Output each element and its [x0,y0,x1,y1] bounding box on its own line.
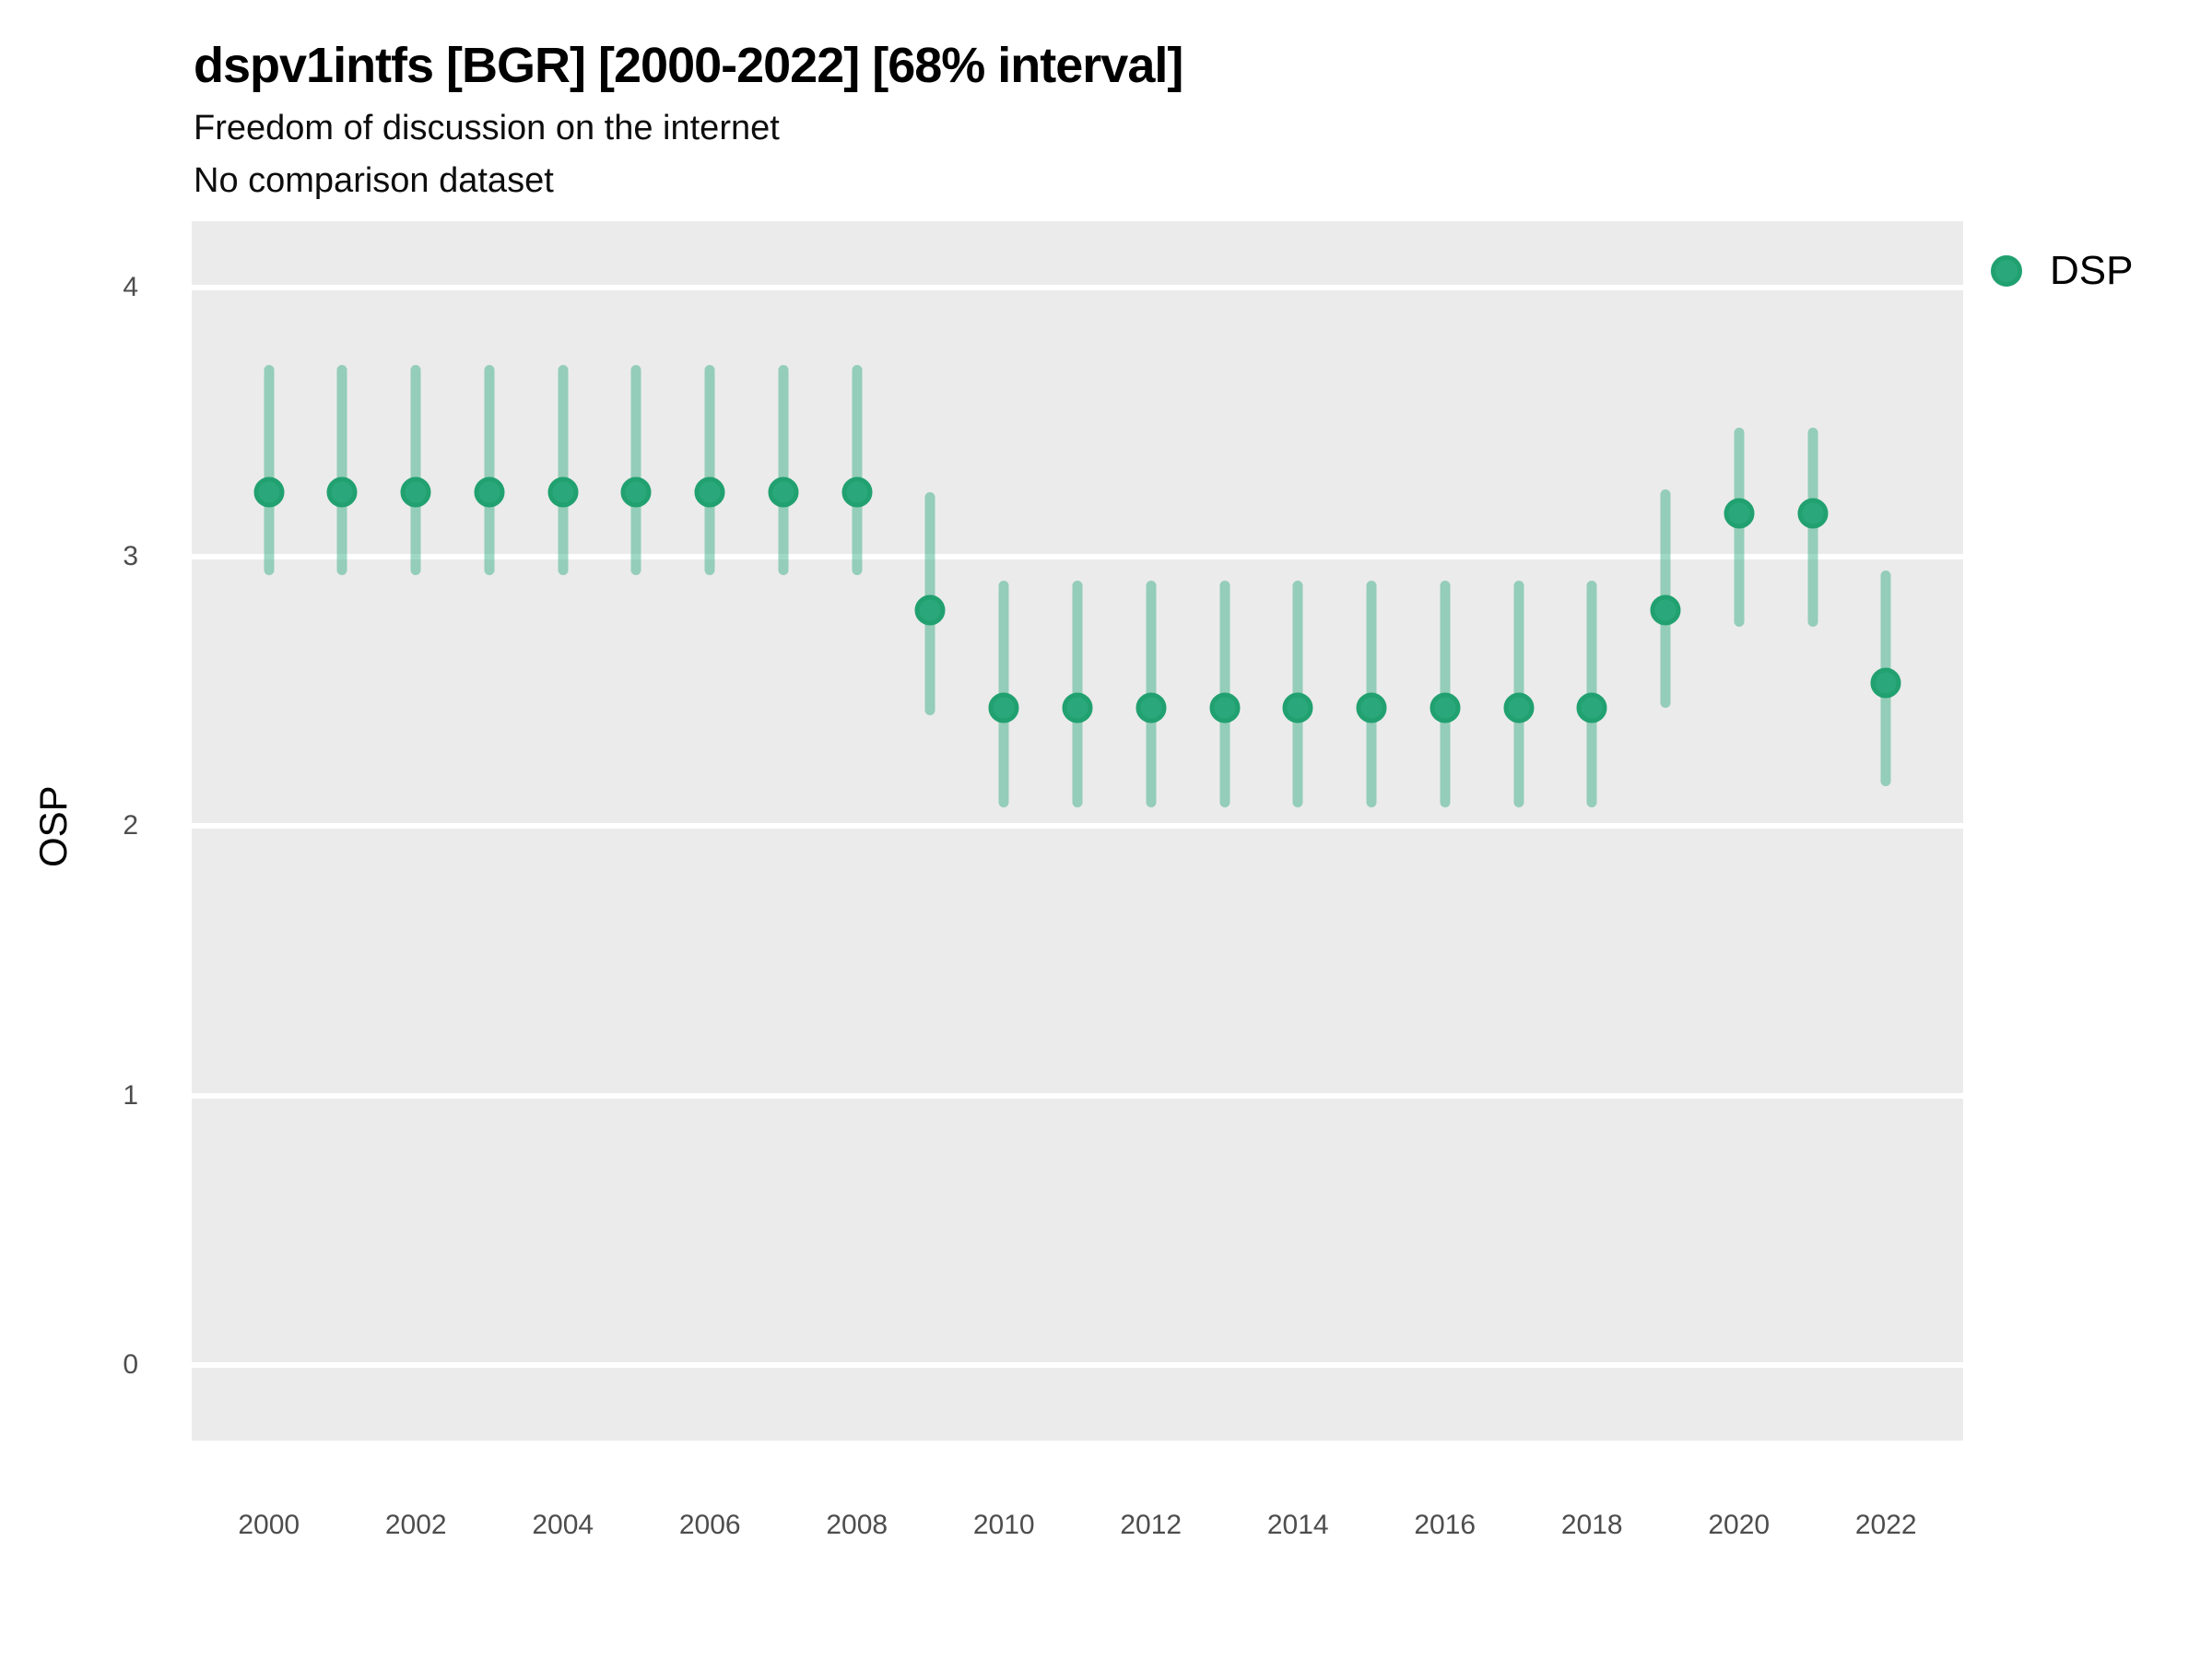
gridline-y-1 [192,1092,1963,1099]
data-point-2005 [620,477,652,508]
y-tick-label-0: 0 [123,1349,138,1381]
x-tick-label-2012: 2012 [1120,1510,1182,1540]
data-point-2009 [914,594,946,626]
x-tick-label-2020: 2020 [1708,1510,1771,1540]
interval-bar-2005 [630,365,641,576]
x-tick-label-2010: 2010 [972,1510,1035,1540]
data-point-2019 [1650,594,1681,626]
data-point-2022 [1870,667,1901,699]
x-tick-label-2018: 2018 [1560,1510,1623,1540]
x-tick-label-2002: 2002 [384,1510,447,1540]
legend-label-dsp: DSP [2050,248,2134,293]
y-tick-label-2: 2 [123,810,138,841]
interval-bar-2001 [336,365,347,576]
data-point-2010 [988,692,1019,724]
chart-note: No comparison dataset [194,161,554,200]
interval-bar-2008 [852,365,863,576]
y-tick-label-3: 3 [123,541,138,571]
data-point-2000 [253,477,285,508]
x-tick-label-2022: 2022 [1854,1510,1917,1540]
interval-bar-2004 [558,365,569,576]
data-point-2017 [1503,692,1534,724]
x-tick-label-2014: 2014 [1266,1510,1329,1540]
data-point-2004 [547,477,579,508]
data-point-2012 [1135,692,1167,724]
data-point-2015 [1356,692,1387,724]
data-point-2003 [474,477,505,508]
interval-bar-2000 [264,365,275,576]
data-point-2002 [400,477,431,508]
interval-bar-2006 [704,365,715,576]
data-point-2008 [841,477,873,508]
x-tick-label-2008: 2008 [826,1510,888,1540]
interval-bar-2007 [778,365,789,576]
gridline-y-0 [192,1362,1963,1369]
data-point-2001 [326,477,358,508]
x-tick-label-2000: 2000 [238,1510,300,1540]
chart-title: dspv1intfs [BGR] [2000-2022] [68% interv… [194,38,1183,93]
data-point-2016 [1430,692,1461,724]
data-point-2021 [1797,498,1828,529]
data-point-2014 [1282,692,1313,724]
data-point-2018 [1576,692,1607,724]
chart-subtitle: Freedom of discussion on the internet [194,109,780,147]
gridline-y-4 [192,284,1963,290]
data-point-2007 [768,477,799,508]
y-tick-label-4: 4 [123,271,138,302]
interval-bar-2002 [410,365,421,576]
x-tick-label-2004: 2004 [532,1510,594,1540]
legend: DSP [1991,251,2133,291]
x-tick-label-2006: 2006 [678,1510,741,1540]
plot-panel [192,221,1963,1441]
gridline-y-3 [192,554,1963,559]
x-tick-label-2016: 2016 [1414,1510,1477,1540]
data-point-2020 [1724,498,1755,529]
data-point-2011 [1062,692,1093,724]
data-point-2013 [1209,692,1240,724]
interval-bar-2003 [484,365,495,576]
legend-point-icon [1991,255,2022,287]
y-tick-label-1: 1 [123,1079,138,1111]
data-point-2006 [694,477,725,508]
gridline-y-2 [192,823,1963,830]
